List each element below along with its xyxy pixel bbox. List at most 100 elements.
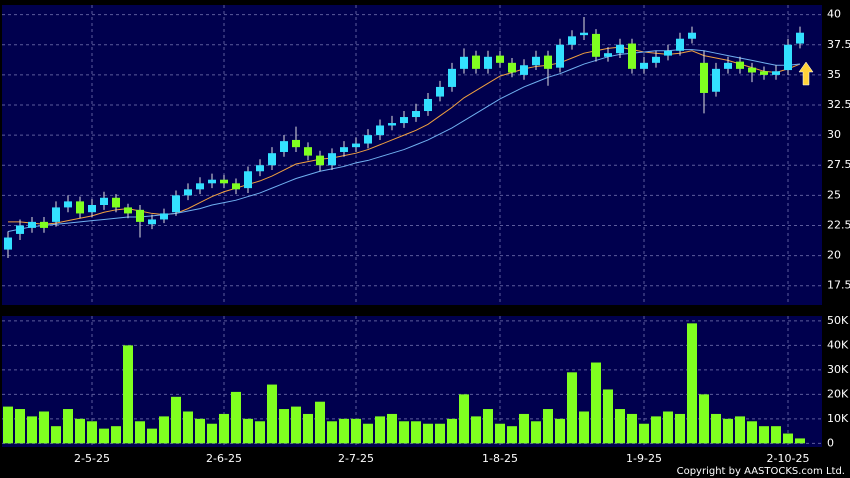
volume-bar	[471, 416, 481, 444]
candle-body	[52, 207, 60, 222]
candle-body	[676, 38, 684, 51]
candle-body	[520, 65, 528, 75]
candle-body	[796, 32, 804, 44]
candle-body	[736, 61, 744, 69]
candle-body	[100, 197, 108, 205]
volume-bar	[747, 421, 757, 444]
candle-body	[772, 71, 780, 75]
y-tick-label: 20	[827, 249, 841, 262]
candle-body	[688, 32, 696, 39]
x-tick-label: 2-5-25	[74, 452, 110, 465]
candle-body	[364, 135, 372, 144]
candle-body	[376, 125, 384, 136]
volume-bar	[603, 389, 613, 444]
candle-body	[292, 139, 300, 148]
volume-bar	[651, 416, 661, 444]
volume-bar	[135, 421, 145, 444]
volume-bar	[519, 413, 529, 444]
candle-body	[88, 205, 96, 213]
candle-body	[448, 68, 456, 87]
y-tick-label: 37.5	[827, 38, 850, 51]
volume-bar	[771, 426, 781, 444]
volume-bar	[195, 418, 205, 444]
y-tick-label: 35	[827, 68, 841, 81]
candle-body	[76, 201, 84, 214]
volume-bar	[615, 409, 625, 444]
candle-body	[568, 36, 576, 45]
volume-bar	[123, 345, 133, 444]
candle-body	[220, 179, 228, 184]
y-tick-label: 0	[827, 436, 834, 449]
candle-body	[760, 71, 768, 75]
volume-bar	[39, 411, 49, 444]
candle-body	[784, 44, 792, 71]
candle-body	[484, 56, 492, 69]
volume-bar	[699, 394, 709, 444]
arrow-annotation	[798, 61, 814, 86]
volume-bar	[363, 423, 373, 444]
candle-body	[340, 147, 348, 152]
candle-body	[388, 123, 396, 126]
volume-bar	[375, 416, 385, 444]
candle-body	[424, 98, 432, 112]
candle-body	[532, 56, 540, 66]
x-tick-label: 2-10-25	[767, 452, 810, 465]
volume-bar	[159, 416, 169, 444]
volume-bar	[579, 411, 589, 444]
volume-bar	[795, 438, 805, 444]
volume-bar	[63, 409, 73, 444]
volume-bar	[555, 418, 565, 444]
volume-bar	[759, 426, 769, 444]
volume-bar	[75, 418, 85, 444]
y-tick-label: 27.5	[827, 158, 850, 171]
candle-body	[280, 141, 288, 152]
volume-bar	[207, 423, 217, 444]
candle-body	[64, 201, 72, 208]
volume-bar	[567, 372, 577, 444]
volume-bar	[147, 428, 157, 444]
x-tick-label: 2-6-25	[206, 452, 242, 465]
volume-bar	[219, 413, 229, 444]
volume-bar	[723, 418, 733, 444]
volume-bar	[675, 413, 685, 444]
candle-body	[172, 195, 180, 213]
candle-body	[700, 62, 708, 93]
volume-bar	[735, 416, 745, 444]
y-tick-label: 40	[827, 8, 841, 21]
volume-bar	[87, 421, 97, 444]
y-tick-label: 20K	[827, 387, 849, 400]
candle-body	[148, 219, 156, 225]
candle-body	[196, 183, 204, 190]
candle-body	[508, 62, 516, 73]
volume-bar	[243, 418, 253, 444]
volume-bar	[387, 413, 397, 444]
candle-body	[628, 43, 636, 69]
volume-bar	[291, 406, 301, 444]
candle-body	[556, 44, 564, 68]
candle-body	[244, 171, 252, 189]
y-tick-label: 30	[827, 128, 841, 141]
candle-body	[352, 143, 360, 148]
candle-body	[496, 55, 504, 63]
candle-body	[160, 213, 168, 220]
x-tick-label: 1-9-25	[626, 452, 662, 465]
candle-body	[472, 55, 480, 69]
volume-bar	[483, 409, 493, 444]
candle-body	[28, 221, 36, 228]
volume-bar	[27, 416, 37, 444]
volume-bar	[687, 323, 697, 444]
volume-bar	[279, 409, 289, 444]
volume-bar	[183, 411, 193, 444]
candle-body	[208, 179, 216, 184]
volume-bar	[531, 421, 541, 444]
candle-body	[4, 237, 12, 250]
copyright: Copyright by AASTOCKS.com Ltd.	[677, 466, 845, 477]
y-tick-label: 32.5	[827, 98, 850, 111]
x-tick-label: 1-8-25	[482, 452, 518, 465]
y-tick-label: 25	[827, 188, 841, 201]
candle-body	[580, 32, 588, 36]
volume-bar	[3, 406, 13, 444]
volume-bar	[51, 426, 61, 444]
plot-layer: 17.5 20 22.5 25 27.5 30 32.5 35 37.5 40 50K 40K 30K 2…	[2, 5, 850, 465]
